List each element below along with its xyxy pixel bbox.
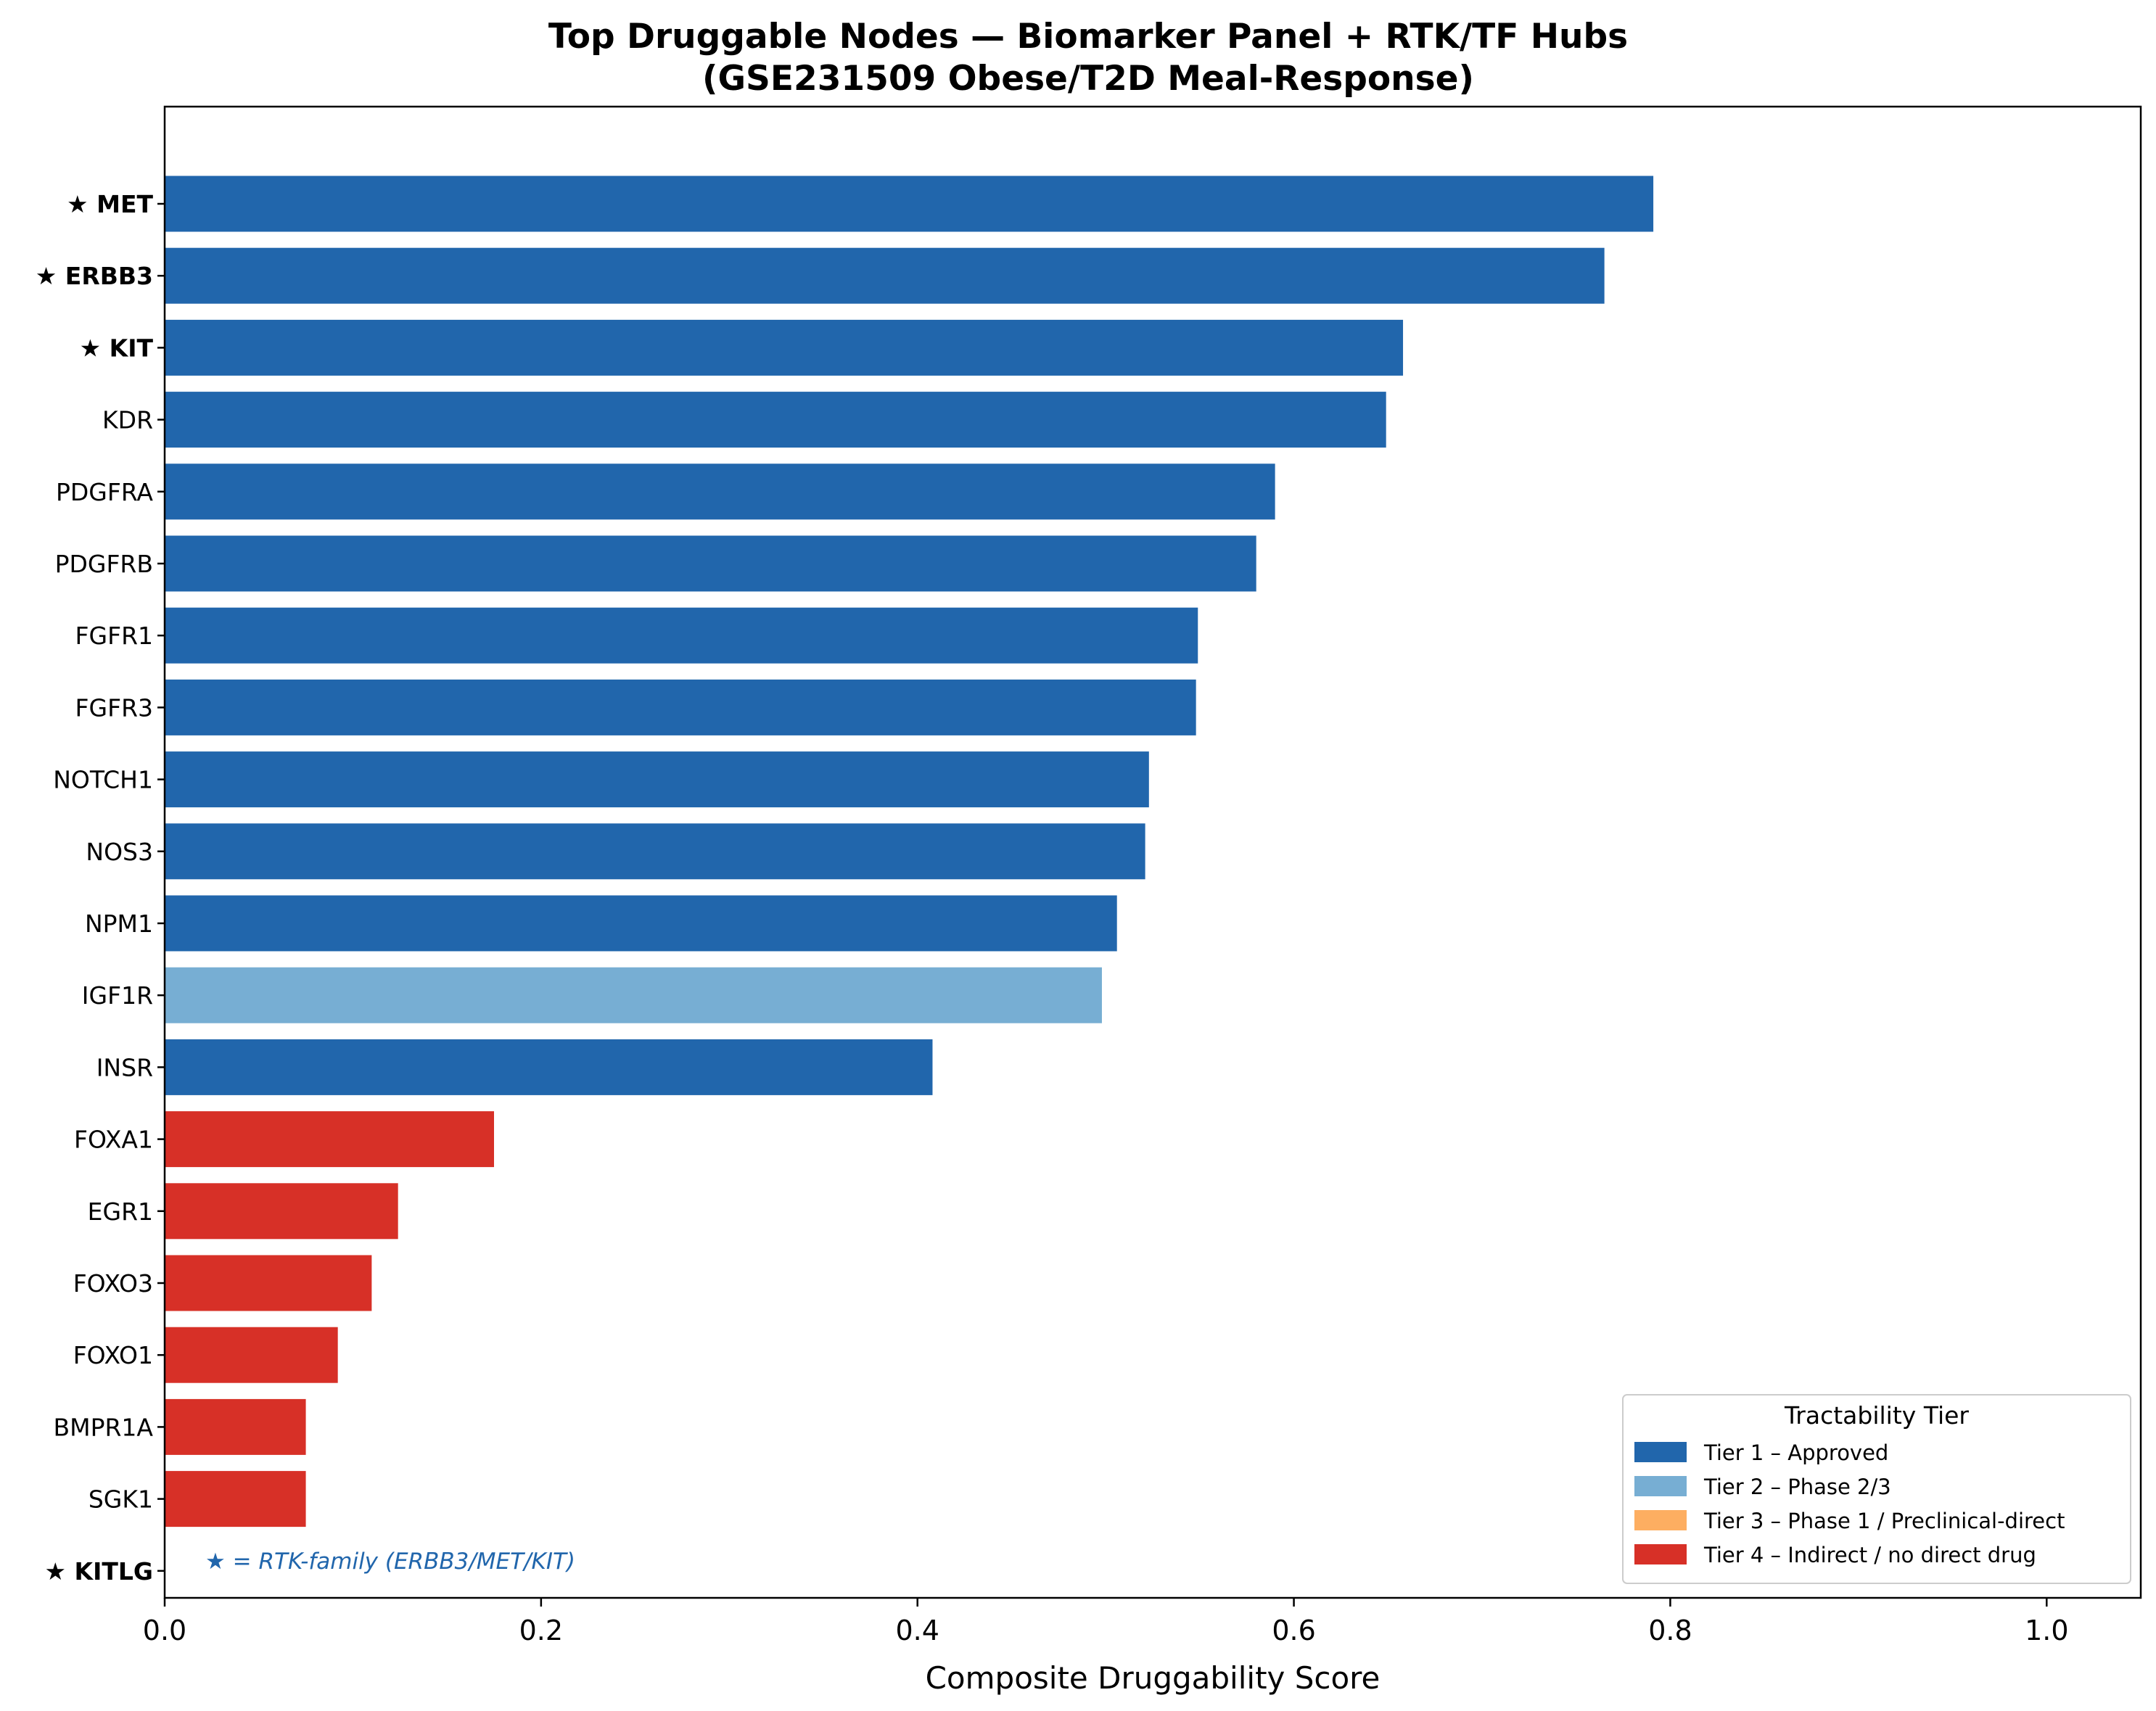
x-tick-label-3: 0.6 [1272, 1615, 1315, 1646]
legend: Tractability Tier Tier 1 – ApprovedTier … [1622, 1394, 2131, 1584]
category-labels-group: ★ MET ★ ERBB3 ★ KIT KDR PDGFRA PDGFRB FGFR1 FGF… [36, 190, 165, 1586]
bar-16 [165, 1327, 338, 1383]
category-label-4: PDGFRA [56, 478, 153, 506]
legend-entries: Tier 1 – Approved Tier 2 – Phase 2/3 Tier … [1634, 1440, 2065, 1567]
category-label-9: NOS3 [86, 838, 153, 866]
category-label-7: FGFR3 [75, 693, 153, 722]
category-label-12: INSR [96, 1053, 153, 1081]
bar-18 [165, 1471, 306, 1527]
category-label-1: ★ ERBB3 [36, 262, 153, 290]
legend-label-tier-3: Tier 3 – Phase 1 / Preclinical-direct [1703, 1509, 2065, 1533]
category-label-11: IGF1R [82, 981, 153, 1010]
bar-13 [165, 1111, 494, 1168]
bar-6 [165, 607, 1198, 664]
chart-title-line1: Top Druggable Nodes — Biomarker Panel + … [548, 17, 1628, 57]
chart-title-line2: (GSE231509 Obese/T2D Meal-Response) [702, 59, 1474, 99]
bars-group [165, 176, 1654, 1527]
category-label-0: ★ MET [67, 190, 153, 218]
category-label-13: FOXA1 [74, 1126, 153, 1154]
legend-swatch-tier-1 [1634, 1442, 1687, 1462]
rtk-family-annotation: ★ = RTK-family (ERBB3/MET/KIT) [205, 1549, 575, 1575]
bar-0 [165, 176, 1654, 232]
x-tick-label-2: 0.4 [895, 1615, 939, 1646]
bar-5 [165, 535, 1256, 592]
bar-2 [165, 319, 1404, 376]
legend-swatch-tier-2 [1634, 1476, 1687, 1496]
bar-15 [165, 1255, 372, 1311]
category-label-8: NOTCH1 [53, 766, 153, 794]
bar-7 [165, 679, 1196, 735]
plot-frame [163, 105, 2142, 1599]
x-tick-label-5: 1.0 [2025, 1615, 2068, 1646]
bar-9 [165, 823, 1145, 880]
legend-swatch-tier-3 [1634, 1510, 1687, 1530]
x-tick-label-1: 0.2 [519, 1615, 563, 1646]
category-label-15: FOXO3 [73, 1269, 153, 1298]
legend-label-tier-2: Tier 2 – Phase 2/3 [1703, 1475, 1891, 1499]
category-label-18: SGK1 [89, 1485, 153, 1514]
x-tick-label-0: 0.0 [143, 1615, 186, 1646]
category-label-19: ★ KITLG [44, 1557, 153, 1586]
category-label-2: ★ KIT [80, 334, 154, 362]
category-label-5: PDGFRB [55, 550, 153, 578]
x-tick-label-4: 0.8 [1648, 1615, 1692, 1646]
bar-17 [165, 1398, 306, 1455]
bar-14 [165, 1183, 398, 1240]
category-label-10: NPM1 [85, 910, 153, 938]
legend-title: Tractability Tier [1784, 1401, 1969, 1430]
bar-11 [165, 967, 1102, 1023]
bar-12 [165, 1039, 933, 1095]
legend-label-tier-4: Tier 4 – Indirect / no direct drug [1703, 1543, 2036, 1567]
category-label-16: FOXO1 [73, 1341, 153, 1369]
legend-label-tier-1: Tier 1 – Approved [1703, 1440, 1888, 1465]
bar-3 [165, 392, 1386, 448]
category-label-6: FGFR1 [75, 622, 153, 650]
category-label-3: KDR [102, 406, 153, 434]
category-label-17: BMPR1A [53, 1413, 153, 1441]
x-ticks-group: 0.0 0.2 0.4 0.6 0.8 1.0 [143, 1598, 2069, 1646]
bar-4 [165, 463, 1275, 520]
category-label-14: EGR1 [88, 1197, 153, 1226]
bar-10 [165, 895, 1117, 952]
legend-swatch-tier-4 [1634, 1544, 1687, 1564]
x-axis-title: Composite Druggability Score [926, 1660, 1381, 1696]
bar-1 [165, 247, 1605, 304]
legend-box [1622, 1394, 2131, 1584]
bar-8 [165, 751, 1149, 808]
